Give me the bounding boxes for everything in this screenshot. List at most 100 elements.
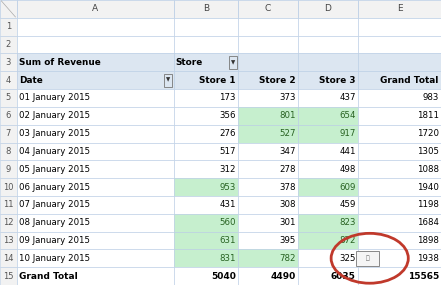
Bar (17, 214, 174, 231)
Bar (298, 196, 358, 214)
Text: 459: 459 (340, 200, 356, 209)
Bar (17, 142, 174, 160)
Text: 1: 1 (6, 22, 11, 31)
Bar (17, 89, 174, 107)
Text: 15565: 15565 (407, 272, 439, 281)
Text: 1720: 1720 (417, 129, 439, 138)
Bar (238, 160, 298, 178)
Text: 347: 347 (279, 147, 296, 156)
Text: 308: 308 (279, 200, 296, 209)
Text: 02 January 2015: 02 January 2015 (19, 111, 90, 120)
Bar (298, 214, 358, 231)
Bar (174, 160, 238, 178)
Text: Date: Date (19, 76, 43, 85)
Bar (174, 0, 238, 18)
Bar (298, 125, 358, 142)
Bar (0, 36, 17, 54)
Bar (238, 178, 298, 196)
Bar (0, 142, 17, 160)
Bar (17, 267, 174, 285)
Bar (0, 54, 17, 71)
Text: ▼: ▼ (166, 78, 170, 83)
Bar (174, 89, 238, 107)
Bar (358, 142, 441, 160)
Text: 395: 395 (280, 236, 296, 245)
Text: 631: 631 (219, 236, 236, 245)
Text: 11: 11 (3, 200, 14, 209)
Text: Store 3: Store 3 (319, 76, 356, 85)
Text: 06 January 2015: 06 January 2015 (19, 182, 90, 192)
Text: Store 1: Store 1 (199, 76, 236, 85)
Bar (298, 267, 358, 285)
Text: 10: 10 (3, 182, 14, 192)
Bar (298, 36, 358, 54)
Bar (174, 71, 238, 89)
Text: 983: 983 (422, 93, 439, 103)
Text: C: C (265, 4, 271, 13)
Bar (174, 125, 238, 142)
Bar (17, 160, 174, 178)
Text: 654: 654 (339, 111, 356, 120)
Text: 09 January 2015: 09 January 2015 (19, 236, 90, 245)
Text: 3: 3 (6, 58, 11, 67)
Bar (17, 178, 174, 196)
Text: 4: 4 (6, 76, 11, 85)
Bar (0, 0, 17, 18)
Bar (17, 18, 174, 36)
Text: 917: 917 (340, 129, 356, 138)
Bar (174, 231, 238, 249)
Text: 356: 356 (219, 111, 236, 120)
Text: 609: 609 (340, 182, 356, 192)
Text: Store: Store (176, 58, 203, 67)
Bar (358, 18, 441, 36)
Text: 431: 431 (219, 200, 236, 209)
Bar (358, 107, 441, 125)
Text: 05 January 2015: 05 January 2015 (19, 165, 90, 174)
Bar (174, 18, 238, 36)
Bar (298, 107, 358, 125)
Text: 4490: 4490 (271, 272, 296, 281)
Text: 9: 9 (6, 165, 11, 174)
Text: 801: 801 (279, 111, 296, 120)
Text: 15: 15 (3, 272, 14, 281)
Bar (0, 125, 17, 142)
Text: 173: 173 (219, 93, 236, 103)
Text: 14: 14 (3, 254, 14, 263)
Text: 441: 441 (339, 147, 356, 156)
Text: 6035: 6035 (331, 272, 356, 281)
Text: 12: 12 (3, 218, 14, 227)
Text: 782: 782 (279, 254, 296, 263)
Text: Grand Total: Grand Total (381, 76, 439, 85)
Text: 1198: 1198 (417, 200, 439, 209)
Bar (358, 249, 441, 267)
Text: 1940: 1940 (417, 182, 439, 192)
Text: 1938: 1938 (417, 254, 439, 263)
Bar (17, 36, 174, 54)
Bar (358, 36, 441, 54)
Bar (174, 196, 238, 214)
Text: 312: 312 (219, 165, 236, 174)
Bar (298, 71, 358, 89)
Text: Store 2: Store 2 (259, 76, 296, 85)
Bar (298, 160, 358, 178)
Text: ▼: ▼ (231, 60, 235, 65)
Bar (298, 0, 358, 18)
Bar (17, 231, 174, 249)
Bar (298, 178, 358, 196)
Bar (358, 54, 441, 71)
Bar (298, 249, 358, 267)
Text: 8: 8 (6, 147, 11, 156)
Bar (17, 125, 174, 142)
Text: A: A (92, 4, 98, 13)
Text: 1898: 1898 (417, 236, 439, 245)
Text: 04 January 2015: 04 January 2015 (19, 147, 90, 156)
Bar (298, 18, 358, 36)
Bar (238, 125, 298, 142)
Text: 373: 373 (279, 93, 296, 103)
Text: 527: 527 (279, 129, 296, 138)
Text: 1305: 1305 (417, 147, 439, 156)
Text: 1088: 1088 (417, 165, 439, 174)
Text: Sum of Revenue: Sum of Revenue (19, 58, 101, 67)
Text: 03 January 2015: 03 January 2015 (19, 129, 90, 138)
Bar (238, 214, 298, 231)
